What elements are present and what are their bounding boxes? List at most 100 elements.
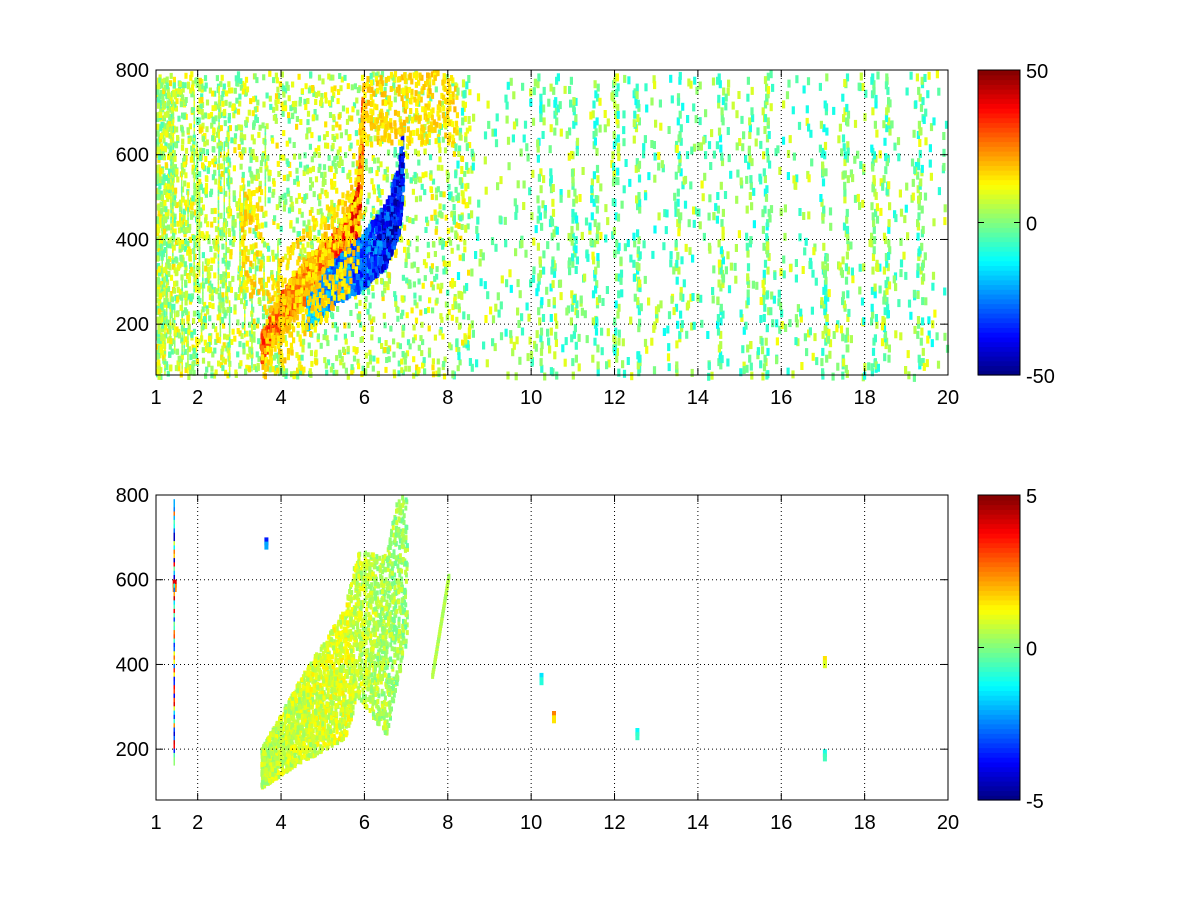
heatmap-cell bbox=[324, 121, 328, 128]
heatmap-cell bbox=[309, 350, 314, 357]
heatmap-cell bbox=[169, 312, 172, 319]
heatmap-cell bbox=[358, 117, 362, 124]
heatmap-cell bbox=[376, 196, 380, 203]
heatmap-cell bbox=[223, 333, 227, 340]
heatmap-cell bbox=[221, 257, 225, 264]
heatmap-cell bbox=[181, 345, 183, 352]
heatmap-cell bbox=[308, 209, 312, 216]
heatmap-cell bbox=[401, 274, 405, 281]
heatmap-cell bbox=[173, 280, 177, 287]
heatmap-cell bbox=[199, 103, 203, 110]
heatmap-cell bbox=[420, 350, 424, 357]
heatmap-cell bbox=[251, 314, 253, 321]
heatmap-cell bbox=[367, 192, 371, 199]
heatmap-cell bbox=[179, 199, 183, 206]
heatmap-cell bbox=[160, 78, 165, 85]
heatmap-cell bbox=[236, 108, 241, 115]
heatmap-cell bbox=[198, 179, 201, 186]
heatmap-cell bbox=[444, 214, 448, 221]
heatmap-cell bbox=[418, 195, 422, 202]
heatmap-cell bbox=[405, 350, 410, 357]
heatmap-cell bbox=[427, 347, 432, 354]
heatmap-cell bbox=[212, 146, 216, 153]
heatmap-cell bbox=[187, 323, 191, 330]
heatmap-cell bbox=[161, 251, 163, 258]
heatmap-cell bbox=[248, 321, 252, 328]
heatmap-cell bbox=[284, 253, 288, 260]
heatmap-cell bbox=[264, 153, 267, 160]
heatmap-cell bbox=[199, 184, 203, 191]
heatmap-cell bbox=[244, 299, 248, 306]
heatmap-cell bbox=[444, 240, 448, 247]
heatmap-cell bbox=[216, 337, 220, 343]
heatmap-cell bbox=[367, 288, 371, 295]
heatmap-cell bbox=[246, 353, 250, 360]
heatmap-cell bbox=[212, 136, 216, 143]
heatmap-cell bbox=[201, 252, 205, 259]
heatmap-cell bbox=[228, 169, 231, 176]
heatmap-cell bbox=[162, 88, 166, 95]
heatmap-cell bbox=[227, 81, 231, 88]
heatmap-cell bbox=[208, 272, 212, 279]
heatmap-cell bbox=[173, 155, 177, 162]
heatmap-cell bbox=[291, 81, 295, 88]
heatmap-cell bbox=[189, 74, 193, 81]
heatmap-cell bbox=[295, 217, 299, 224]
heatmap-cell bbox=[240, 138, 244, 145]
heatmap-cell bbox=[181, 298, 183, 305]
heatmap-cell bbox=[170, 118, 173, 125]
heatmap-cell bbox=[218, 133, 220, 140]
heatmap-cell bbox=[292, 373, 296, 380]
heatmap-cell bbox=[417, 159, 421, 166]
heatmap-cell bbox=[228, 340, 231, 347]
heatmap-cell bbox=[166, 305, 168, 312]
heatmap-cell bbox=[237, 124, 241, 131]
heatmap-cell bbox=[214, 338, 218, 345]
heatmap-cell bbox=[458, 145, 462, 152]
heatmap-cell bbox=[432, 241, 436, 248]
heatmap-cell bbox=[261, 122, 265, 129]
heatmap-cell bbox=[370, 178, 374, 185]
heatmap-cell bbox=[223, 202, 225, 209]
heatmap-cell bbox=[397, 370, 401, 377]
heatmap-cell bbox=[172, 192, 174, 199]
heatmap-cell bbox=[181, 167, 183, 174]
heatmap-cell bbox=[245, 364, 249, 371]
heatmap-cell bbox=[211, 116, 215, 123]
heatmap-cell bbox=[198, 185, 201, 192]
heatmap-cell bbox=[164, 142, 168, 149]
heatmap-cell bbox=[164, 210, 168, 217]
heatmap-cell bbox=[421, 172, 425, 179]
heatmap-cell bbox=[181, 224, 183, 231]
heatmap-cell bbox=[303, 197, 307, 204]
heatmap-cell bbox=[302, 338, 306, 345]
heatmap-cell bbox=[228, 192, 231, 199]
heatmap-cell bbox=[158, 369, 162, 376]
heatmap-cell bbox=[193, 279, 195, 286]
heatmap-cell bbox=[278, 195, 282, 202]
heatmap-cell bbox=[198, 233, 201, 240]
heatmap-cell bbox=[236, 351, 240, 358]
heatmap-cell bbox=[181, 112, 185, 119]
heatmap-cell bbox=[183, 332, 185, 339]
heatmap-cell bbox=[296, 373, 300, 380]
heatmap-cell bbox=[166, 319, 170, 326]
heatmap-cell bbox=[176, 360, 180, 367]
heatmap-cell bbox=[172, 216, 176, 223]
heatmap-cell bbox=[446, 289, 450, 296]
heatmap-cell bbox=[227, 170, 230, 176]
heatmap-cell bbox=[310, 156, 314, 163]
heatmap-cell bbox=[268, 70, 272, 77]
heatmap-cell bbox=[223, 206, 225, 213]
heatmap-cell bbox=[393, 147, 397, 153]
heatmap-cell bbox=[434, 187, 439, 194]
heatmap-cell bbox=[193, 252, 195, 259]
heatmap-cell bbox=[183, 199, 187, 206]
heatmap-cell bbox=[167, 121, 171, 128]
heatmap-cell bbox=[170, 296, 174, 303]
heatmap-cell bbox=[244, 287, 246, 294]
heatmap-cell bbox=[366, 362, 370, 368]
heatmap-cell bbox=[364, 164, 368, 171]
heatmap-cell bbox=[166, 292, 168, 299]
heatmap-cell bbox=[311, 165, 315, 172]
